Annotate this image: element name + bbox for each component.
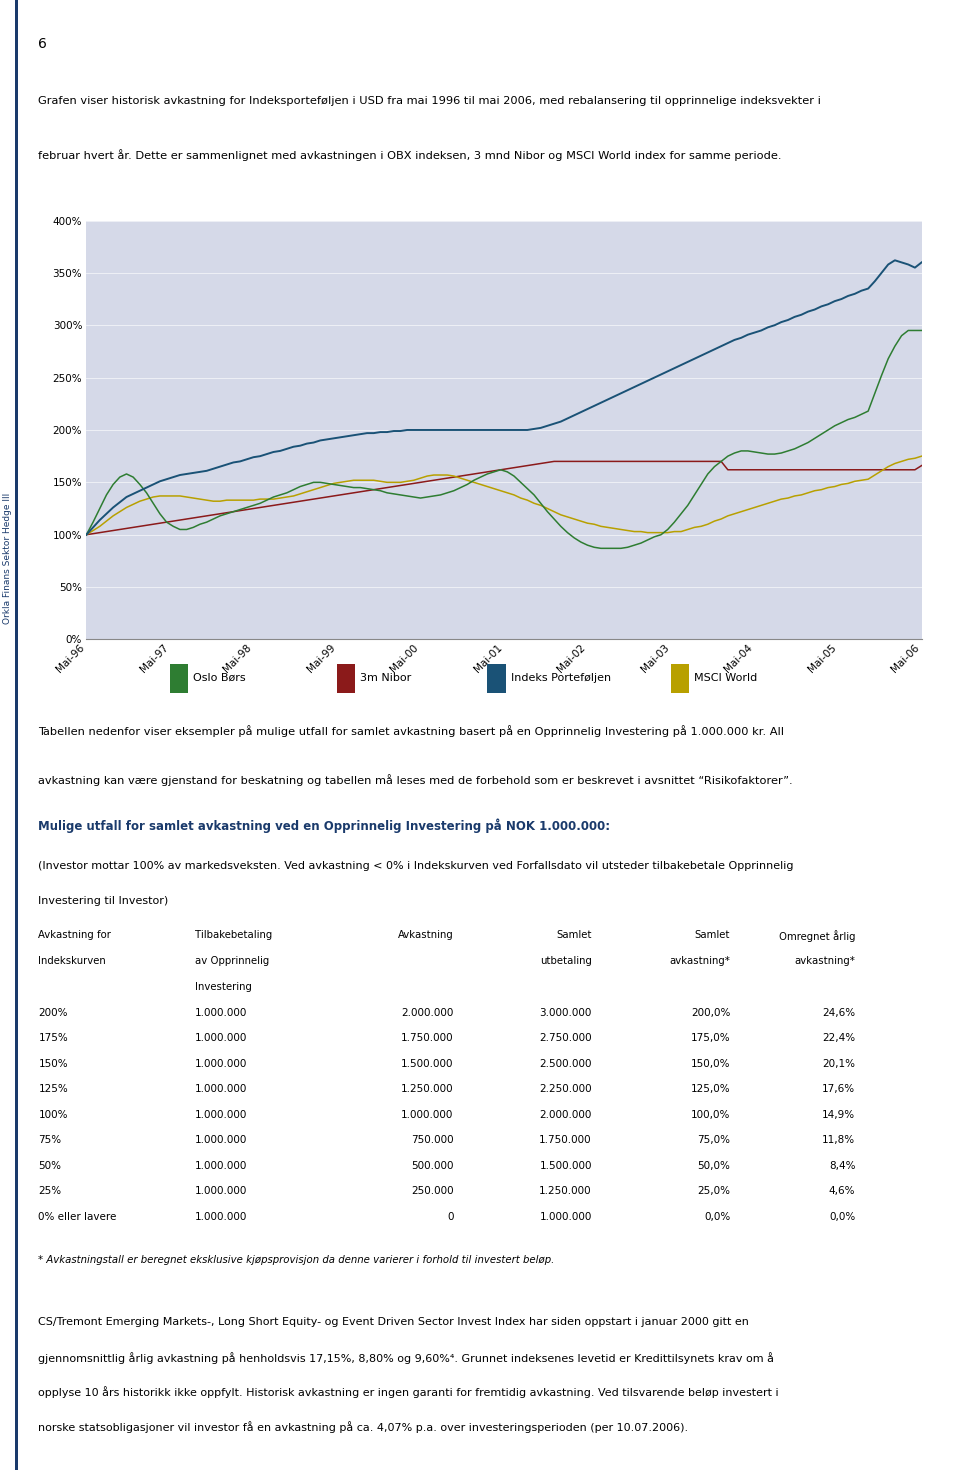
- Text: Omregnet årlig: Omregnet årlig: [779, 931, 855, 942]
- Text: avkastning kan være gjenstand for beskatning og tabellen må leses med de forbeho: avkastning kan være gjenstand for beskat…: [38, 773, 793, 786]
- Text: 0,0%: 0,0%: [704, 1211, 731, 1222]
- Text: 0% eller lavere: 0% eller lavere: [38, 1211, 117, 1222]
- Text: 50,0%: 50,0%: [698, 1161, 731, 1170]
- Text: 750.000: 750.000: [411, 1135, 453, 1145]
- Text: 200%: 200%: [38, 1008, 68, 1017]
- Text: 125,0%: 125,0%: [690, 1085, 731, 1094]
- Text: 1.500.000: 1.500.000: [401, 1058, 453, 1069]
- Text: 17,6%: 17,6%: [822, 1085, 855, 1094]
- Bar: [14, 0, 18, 1470]
- Text: norske statsobligasjoner vil investor få en avkastning på ca. 4,07% p.a. over in: norske statsobligasjoner vil investor få…: [38, 1421, 688, 1433]
- Text: 1.000.000: 1.000.000: [195, 1008, 247, 1017]
- Text: 2.250.000: 2.250.000: [540, 1085, 592, 1094]
- Text: gjennomsnittlig årlig avkastning på henholdsvis 17,15%, 8,80% og 9,60%⁴. Grunnet: gjennomsnittlig årlig avkastning på henh…: [38, 1352, 775, 1364]
- Text: Oslo Børs: Oslo Børs: [193, 673, 246, 682]
- Text: 1.000.000: 1.000.000: [195, 1110, 247, 1120]
- Text: av Opprinnelig: av Opprinnelig: [195, 956, 269, 966]
- Text: (Investor mottar 100% av markedsveksten. Ved avkastning < 0% i Indekskurven ved : (Investor mottar 100% av markedsveksten.…: [38, 861, 794, 872]
- Text: 1.000.000: 1.000.000: [195, 1186, 247, 1197]
- Text: 1.500.000: 1.500.000: [540, 1161, 592, 1170]
- Text: 2.500.000: 2.500.000: [540, 1058, 592, 1069]
- Text: Grafen viser historisk avkastning for Indeksporteføljen i USD fra mai 1996 til m: Grafen viser historisk avkastning for In…: [38, 96, 821, 106]
- Text: 25,0%: 25,0%: [697, 1186, 731, 1197]
- Text: 6: 6: [38, 37, 47, 51]
- Text: 500.000: 500.000: [411, 1161, 453, 1170]
- Text: 75,0%: 75,0%: [697, 1135, 731, 1145]
- Text: 1.000.000: 1.000.000: [401, 1110, 453, 1120]
- Text: 1.000.000: 1.000.000: [195, 1058, 247, 1069]
- Text: 75%: 75%: [38, 1135, 61, 1145]
- Text: utbetaling: utbetaling: [540, 956, 592, 966]
- Text: 1.750.000: 1.750.000: [540, 1135, 592, 1145]
- Text: Investering til Investor): Investering til Investor): [38, 895, 169, 906]
- Text: Avkastning: Avkastning: [397, 931, 453, 941]
- Text: 2.000.000: 2.000.000: [540, 1110, 592, 1120]
- Text: Samlet: Samlet: [557, 931, 592, 941]
- Text: 150%: 150%: [38, 1058, 68, 1069]
- Text: 125%: 125%: [38, 1085, 68, 1094]
- Text: 150,0%: 150,0%: [691, 1058, 731, 1069]
- Text: 20,1%: 20,1%: [823, 1058, 855, 1069]
- Text: 3m Nibor: 3m Nibor: [360, 673, 412, 682]
- Text: Indekskurven: Indekskurven: [38, 956, 107, 966]
- Bar: [337, 664, 355, 692]
- Text: februar hvert år. Dette er sammenlignet med avkastningen i OBX indeksen, 3 mnd N: februar hvert år. Dette er sammenlignet …: [38, 148, 781, 160]
- Text: Samlet: Samlet: [695, 931, 731, 941]
- Bar: [488, 664, 506, 692]
- Text: avkastning*: avkastning*: [795, 956, 855, 966]
- Text: 2.750.000: 2.750.000: [540, 1033, 592, 1044]
- Text: 22,4%: 22,4%: [822, 1033, 855, 1044]
- Text: 100,0%: 100,0%: [691, 1110, 731, 1120]
- Text: 1.000.000: 1.000.000: [540, 1211, 592, 1222]
- Text: Indeks Porteføljen: Indeks Porteføljen: [511, 673, 611, 682]
- Text: 14,9%: 14,9%: [822, 1110, 855, 1120]
- Text: avkastning*: avkastning*: [669, 956, 731, 966]
- Text: 0,0%: 0,0%: [829, 1211, 855, 1222]
- Text: 1.000.000: 1.000.000: [195, 1135, 247, 1145]
- Text: 0: 0: [447, 1211, 453, 1222]
- Text: 1.000.000: 1.000.000: [195, 1211, 247, 1222]
- Text: 175%: 175%: [38, 1033, 68, 1044]
- Text: 1.000.000: 1.000.000: [195, 1161, 247, 1170]
- Text: 1.000.000: 1.000.000: [195, 1033, 247, 1044]
- Text: 1.250.000: 1.250.000: [401, 1085, 453, 1094]
- Text: 1.750.000: 1.750.000: [401, 1033, 453, 1044]
- Text: 4,6%: 4,6%: [828, 1186, 855, 1197]
- Text: 175,0%: 175,0%: [690, 1033, 731, 1044]
- Text: 1.000.000: 1.000.000: [195, 1085, 247, 1094]
- Text: 24,6%: 24,6%: [822, 1008, 855, 1017]
- Text: 100%: 100%: [38, 1110, 68, 1120]
- Text: 11,8%: 11,8%: [822, 1135, 855, 1145]
- Bar: [671, 664, 689, 692]
- Text: MSCI World: MSCI World: [694, 673, 757, 682]
- Text: Investering: Investering: [195, 982, 252, 992]
- Text: CS/Tremont Emerging Markets-, Long Short Equity- og Event Driven Sector Invest I: CS/Tremont Emerging Markets-, Long Short…: [38, 1317, 749, 1327]
- Text: Mulige utfall for samlet avkastning ved en Opprinnelig Investering på NOK 1.000.: Mulige utfall for samlet avkastning ved …: [38, 819, 611, 833]
- Text: * Avkastningstall er beregnet eksklusive kjøpsprovisjon da denne varierer i forh: * Avkastningstall er beregnet eksklusive…: [38, 1255, 555, 1266]
- Text: Orkla Finans Sektor Hedge III: Orkla Finans Sektor Hedge III: [3, 492, 12, 625]
- Text: Tilbakebetaling: Tilbakebetaling: [195, 931, 272, 941]
- Text: 2.000.000: 2.000.000: [401, 1008, 453, 1017]
- Text: 1.250.000: 1.250.000: [540, 1186, 592, 1197]
- Bar: [170, 664, 188, 692]
- Text: 25%: 25%: [38, 1186, 61, 1197]
- Text: 8,4%: 8,4%: [828, 1161, 855, 1170]
- Text: opplyse 10 års historikk ikke oppfylt. Historisk avkastning er ingen garanti for: opplyse 10 års historikk ikke oppfylt. H…: [38, 1386, 779, 1398]
- Text: 250.000: 250.000: [411, 1186, 453, 1197]
- Text: 50%: 50%: [38, 1161, 61, 1170]
- Text: Avkastning for: Avkastning for: [38, 931, 111, 941]
- Text: 3.000.000: 3.000.000: [540, 1008, 592, 1017]
- Text: 200,0%: 200,0%: [691, 1008, 731, 1017]
- Text: Tabellen nedenfor viser eksempler på mulige utfall for samlet avkastning basert : Tabellen nedenfor viser eksempler på mul…: [38, 725, 784, 736]
